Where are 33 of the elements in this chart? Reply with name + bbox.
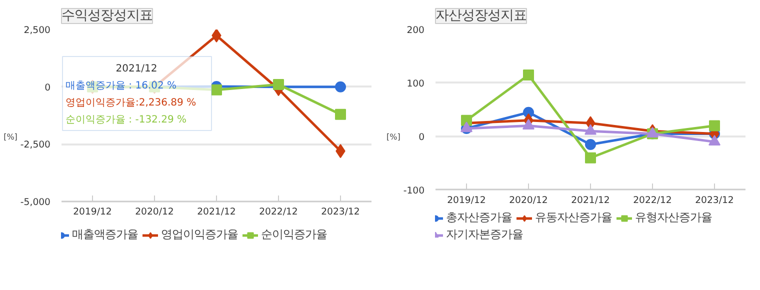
y-tick-label: 200 [406, 25, 425, 36]
annotation: 순이익증가율 : -132.29 % [66, 114, 187, 126]
x-tick-label: 2019/12 [73, 206, 112, 218]
y-tick-label: -5,000 [20, 197, 51, 208]
x-tick-label: 2023/12 [695, 194, 734, 206]
y-tick-label: -100 [403, 185, 425, 196]
y-tick-label: 2,500 [24, 25, 51, 36]
legend-label: 총자산증가율 [446, 210, 512, 225]
legend-label: 매출액증가율 [72, 227, 138, 242]
legend-label: 유형자산증가율 [635, 210, 712, 225]
legend-label: 유동자산증가율 [535, 210, 612, 225]
annotation: 2021/12 [116, 64, 158, 74]
y-tick-label: -2,500 [20, 140, 51, 151]
chart-title: 자산성장성지표 [436, 8, 526, 24]
x-tick-label: 2021/12 [197, 206, 236, 218]
x-tick-label: 2022/12 [259, 206, 298, 218]
y-axis-title: [%] [386, 132, 400, 142]
y-tick-label: 0 [44, 82, 51, 94]
legend-label: 순이익증가율 [261, 227, 327, 242]
x-tick-label: 2022/12 [633, 194, 672, 206]
x-tick-label: 2020/12 [509, 194, 548, 206]
annotation: 매출액증가율 : 16.02 % [66, 80, 177, 92]
legend-label: 영업이익증가율 [161, 227, 238, 242]
annotation: 영업이익증가율:2,236.89 % [66, 98, 196, 108]
x-tick-label: 2020/12 [135, 206, 174, 218]
legend-label: 자기자본증가율 [446, 227, 523, 242]
x-tick-label: 2021/12 [571, 194, 610, 206]
x-tick-label: 2023/12 [321, 206, 360, 218]
y-tick-label: 100 [406, 78, 425, 90]
y-tick-label: 0 [418, 132, 425, 143]
chart-title: 수익성장성지표 [62, 8, 152, 24]
x-tick-label: 2019/12 [447, 194, 486, 206]
y-axis-title: [%] [4, 132, 18, 142]
